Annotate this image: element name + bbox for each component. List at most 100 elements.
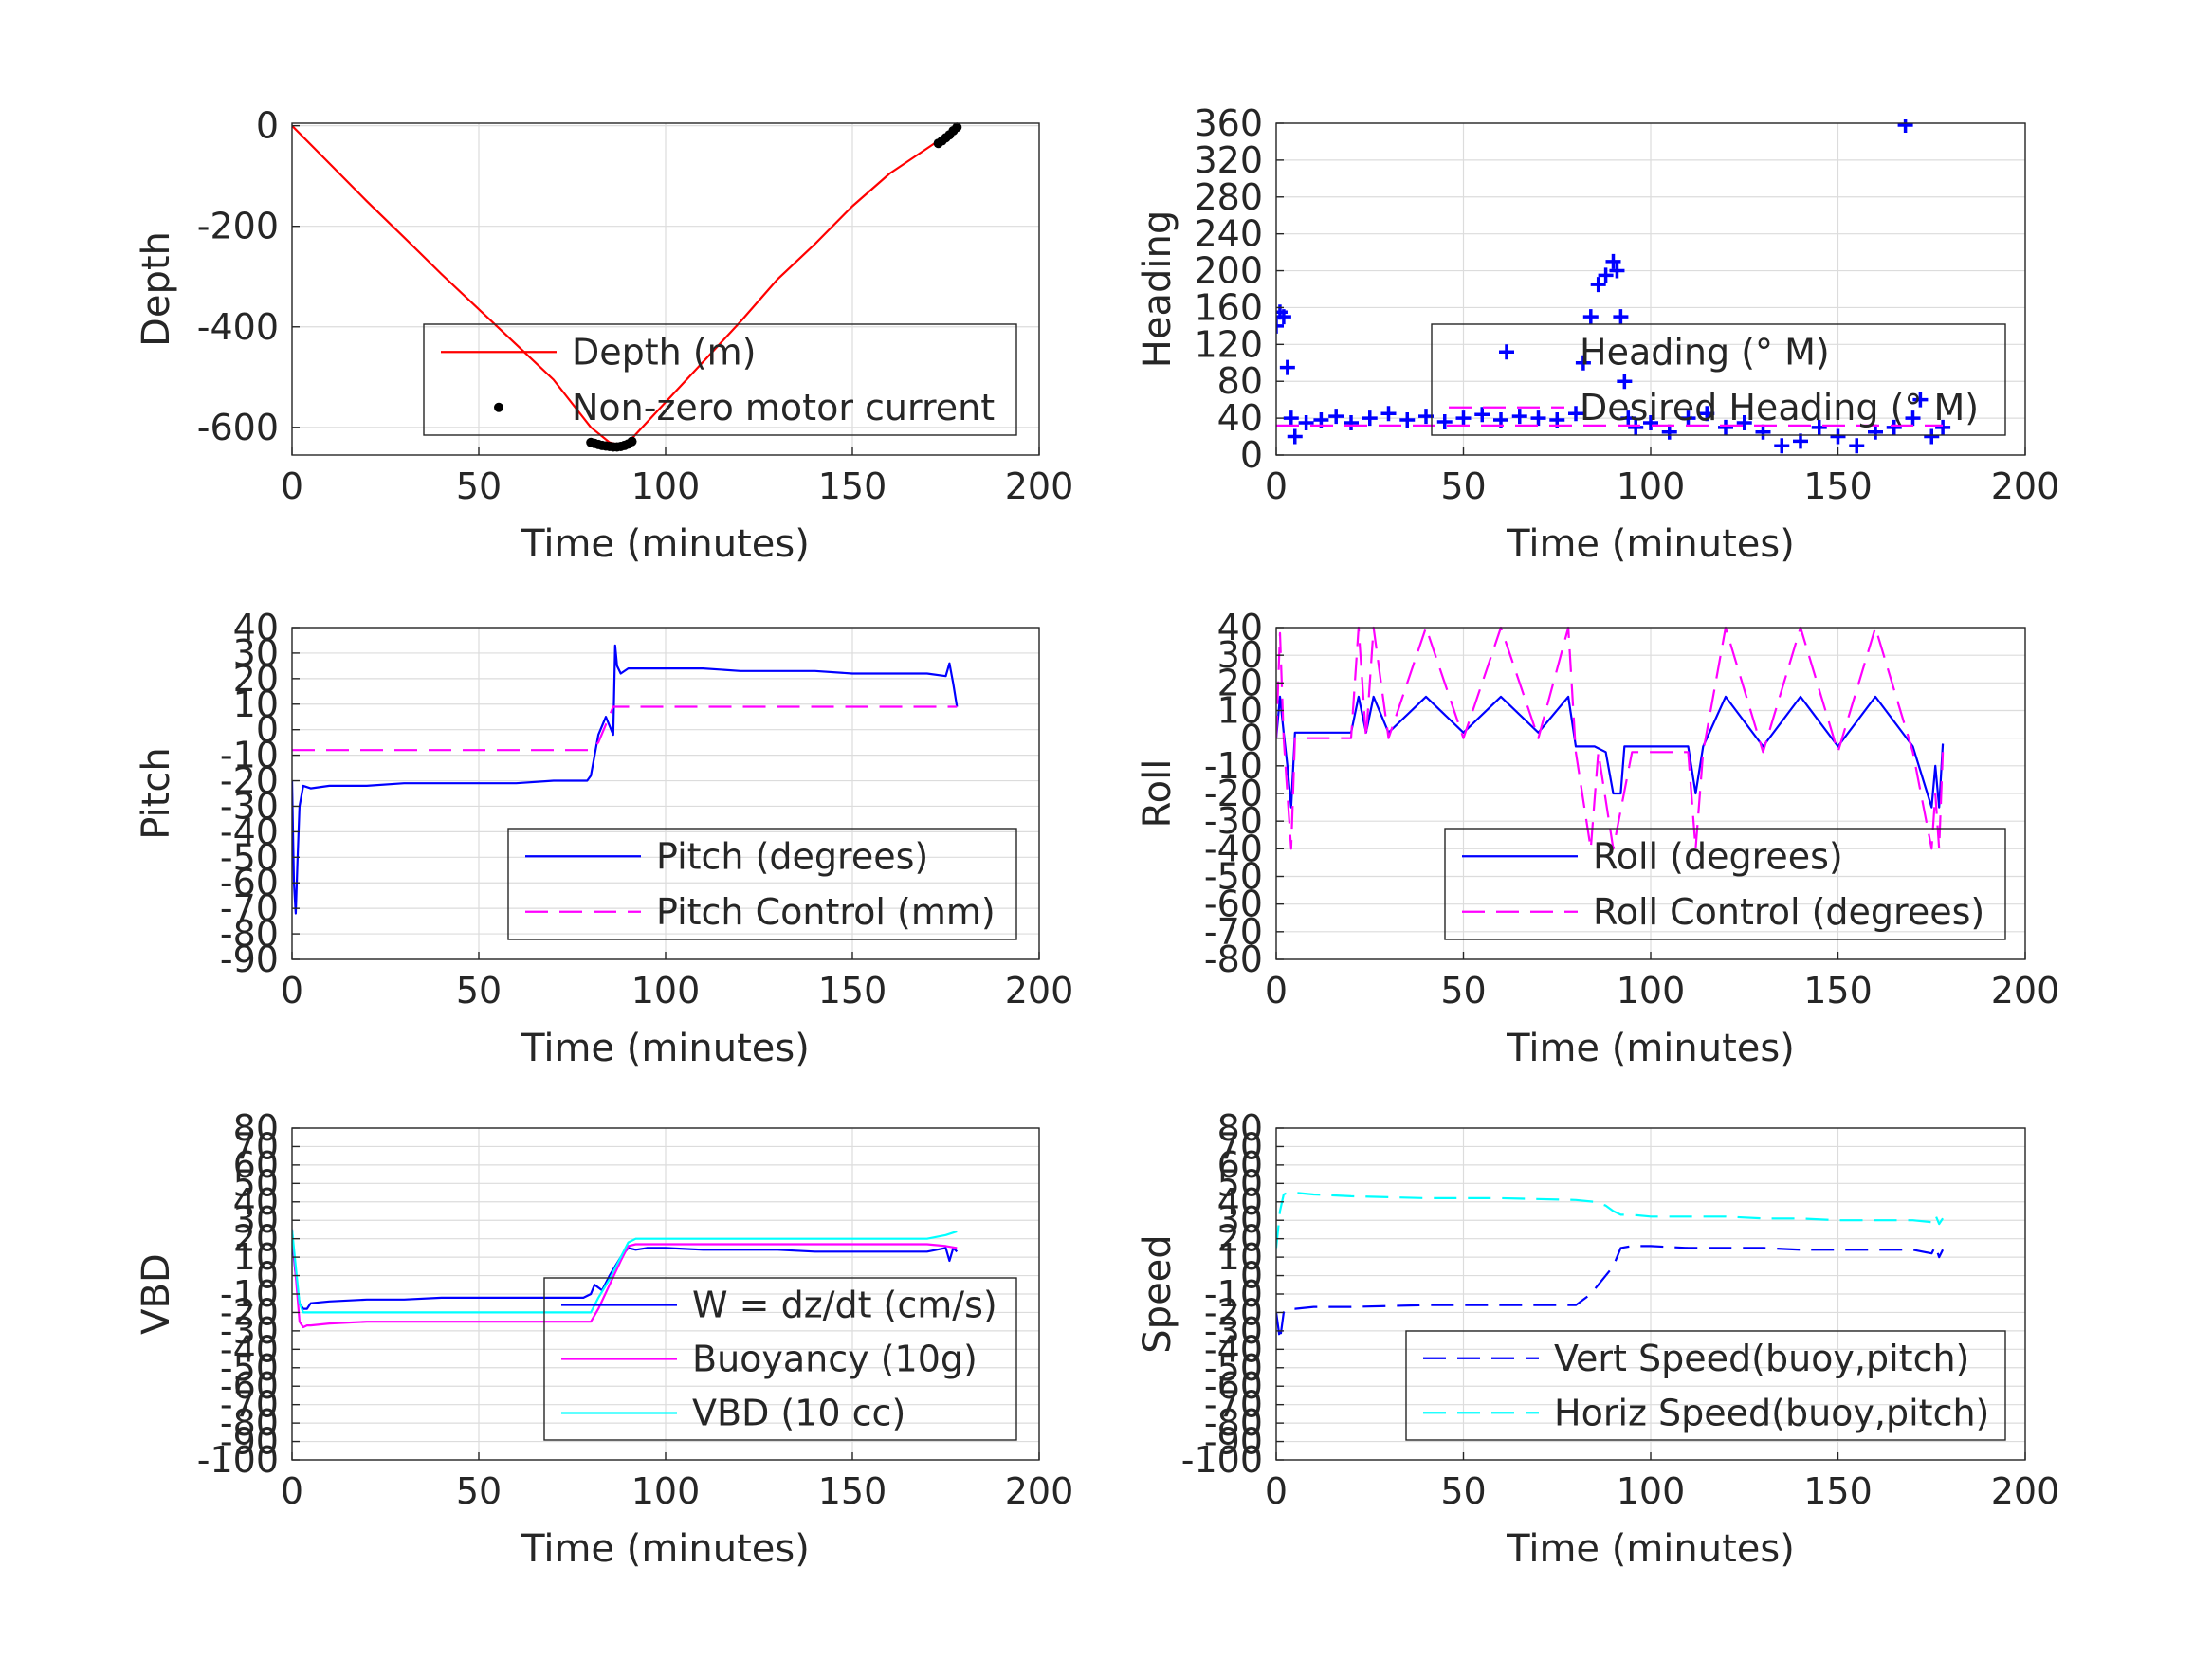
series-1-point — [1924, 428, 1940, 445]
y-tick-label: 120 — [1194, 323, 1263, 365]
series-1-point — [1613, 309, 1629, 325]
x-tick-label: 150 — [1803, 1470, 1873, 1512]
series-1-point — [1617, 374, 1633, 390]
series-1-point — [1474, 407, 1490, 423]
series-1-point — [1328, 409, 1344, 425]
series-1-point — [1276, 318, 1284, 334]
y-tick-label: -80 — [220, 913, 279, 955]
legend-entry: Desired Heading (° M) — [1580, 387, 1979, 428]
x-tick-label: 50 — [1440, 970, 1486, 1012]
series-1-point — [1897, 119, 1913, 133]
x-tick-label: 100 — [1617, 1470, 1686, 1512]
series-2-line — [292, 705, 958, 752]
y-tick-label: 40 — [233, 1181, 279, 1223]
y-tick-label: -60 — [1204, 884, 1263, 925]
y-tick-label: -20 — [220, 760, 279, 802]
x-tick-label: 200 — [1005, 1470, 1074, 1512]
series-2-point — [627, 436, 637, 447]
y-tick-label: -80 — [1204, 1402, 1263, 1444]
x-tick-label: 150 — [818, 465, 887, 507]
series-1-point — [1575, 355, 1591, 371]
legend: Depth (m) Non-zero motor current — [423, 323, 1017, 436]
y-tick-label: 80 — [1217, 1107, 1263, 1149]
x-tick-label: 0 — [1265, 1470, 1288, 1512]
legend-box — [1405, 1330, 2006, 1441]
x-axis-label: Time (minutes) — [521, 522, 810, 566]
y-tick-label: -50 — [1204, 856, 1263, 898]
y-tick-label: -400 — [197, 306, 279, 348]
y-tick-label: -50 — [220, 836, 279, 878]
series-1-point — [1868, 424, 1883, 440]
series-1-point — [1568, 406, 1583, 422]
y-tick-label: -90 — [220, 1421, 279, 1463]
series-1-point — [1276, 309, 1291, 325]
series-1-point — [1755, 424, 1771, 440]
legend-entry: Roll (degrees) — [1593, 835, 1843, 877]
x-axis-label: Time (minutes) — [1506, 1027, 1795, 1070]
series-1-point — [1912, 392, 1929, 408]
series-1-point — [1582, 309, 1599, 325]
chart-panel-6: 0 50 100 150 20080706050403020100-10-20-30-4… — [1136, 1107, 2059, 1571]
series-1-point — [1344, 414, 1359, 430]
legend-box — [507, 828, 1017, 940]
legend-entry: Pitch Control (mm) — [656, 891, 996, 933]
x-tick-label: 0 — [281, 970, 303, 1012]
x-tick-label: 50 — [1440, 465, 1486, 507]
series-1-point — [1774, 438, 1790, 454]
legend-entry: Buoyancy (10g) — [692, 1339, 978, 1380]
y-tick-label: 0 — [256, 709, 279, 751]
legend-box — [543, 1277, 1017, 1441]
y-tick-label: 0 — [1240, 434, 1263, 476]
series-1-point — [1643, 414, 1658, 430]
chart-panel-2: 0 50 100 150 20004080120160200240280320360Ti… — [1136, 102, 2059, 566]
x-tick-label: 200 — [1991, 465, 2060, 507]
y-tick-label: 20 — [233, 658, 279, 700]
y-tick-label: 240 — [1194, 213, 1263, 255]
y-tick-label: -30 — [1204, 1310, 1263, 1352]
series-2-line — [1276, 626, 1945, 850]
y-tick-label: 200 — [1194, 250, 1263, 292]
series-1-point — [1287, 428, 1303, 445]
legend-entry: Depth (m) — [572, 331, 757, 373]
x-tick-label: 100 — [631, 970, 701, 1012]
y-tick-label: 70 — [1217, 1125, 1263, 1167]
y-axis-label: Speed — [1136, 1234, 1179, 1353]
y-tick-label: 10 — [1217, 690, 1263, 732]
y-tick-label: -70 — [1204, 911, 1263, 953]
series-1-point — [1793, 433, 1808, 449]
y-tick-label: 20 — [233, 1218, 279, 1260]
x-axis-label: Time (minutes) — [1506, 1527, 1795, 1571]
series-1-point — [1436, 414, 1453, 429]
y-axis-label: Roll — [1136, 759, 1179, 829]
chart-panel-3: 0 50 100 150 200403020100-10-20-30-40-50-60-… — [135, 607, 1073, 1070]
series-1-line — [1276, 695, 1945, 809]
x-tick-label: 0 — [281, 465, 303, 507]
y-tick-label: 80 — [233, 1107, 279, 1149]
y-tick-label: 40 — [1217, 1181, 1263, 1223]
legend-entry: Horiz Speed(buoy,pitch) — [1554, 1392, 1989, 1433]
series-1-point — [1279, 359, 1295, 375]
series-3-line — [292, 1229, 958, 1314]
series-1-point — [1849, 438, 1865, 454]
series-1-point — [1283, 410, 1299, 427]
y-tick-label: -80 — [220, 1402, 279, 1444]
series-2-line — [1276, 1191, 1945, 1249]
series-1-line — [292, 644, 959, 915]
chart-panel-1: 0 50 100 150 200 0 -200 -400 -600 Time (minutes) D… — [135, 105, 1073, 566]
y-tick-label: 80 — [1217, 360, 1263, 402]
y-tick-label: -40 — [220, 811, 279, 852]
x-axis-label: Time (minutes) — [521, 1027, 810, 1070]
y-tick-label: -40 — [1204, 828, 1263, 869]
y-tick-label: 160 — [1194, 286, 1263, 328]
y-axis-label: Pitch — [135, 747, 178, 839]
y-tick-label: 30 — [233, 1199, 279, 1241]
x-tick-label: 50 — [456, 1470, 502, 1512]
series-1-point — [1598, 267, 1614, 283]
y-tick-label: -40 — [220, 1328, 279, 1370]
y-tick-label: 0 — [1240, 1255, 1263, 1297]
legend-box — [423, 323, 1017, 436]
y-tick-label: -50 — [220, 1347, 279, 1389]
y-tick-label: -80 — [1204, 939, 1263, 980]
y-tick-label: -40 — [1204, 1328, 1263, 1370]
y-tick-label: 280 — [1194, 176, 1263, 218]
